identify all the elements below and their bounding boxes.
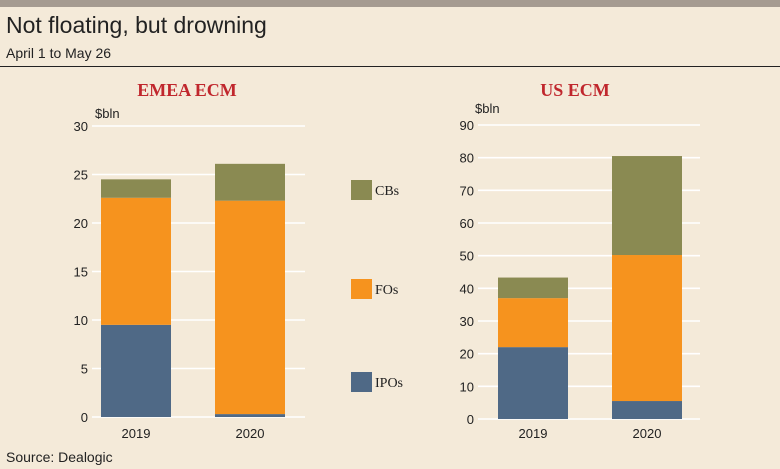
us-ecm-y-tick-label: 40	[460, 281, 474, 296]
us-ecm-bar-2019-cbs	[498, 277, 568, 299]
legend-label-fos: FOs	[375, 283, 398, 298]
emea-ecm-bar-2019-ipos	[101, 324, 171, 417]
us-ecm-bar-2020-cbs	[612, 156, 682, 256]
source-note: Source: Dealogic	[6, 449, 113, 465]
emea-ecm-title: EMEA ECM	[137, 80, 237, 100]
emea-ecm-bar-2019-cbs	[101, 179, 171, 198]
us-ecm-y-tick-label: 20	[460, 347, 474, 362]
us-ecm-y-tick-label: 50	[460, 249, 474, 264]
us-ecm-bar-2020-ipos	[612, 401, 682, 419]
header-divider	[0, 66, 780, 67]
us-ecm-bar-2019-ipos	[498, 347, 568, 419]
us-ecm-title: US ECM	[540, 80, 610, 100]
emea-ecm-y-tick-label: 10	[74, 313, 88, 328]
emea-ecm-bar-2020-fos	[215, 200, 285, 415]
emea-ecm-y-unit: $bln	[95, 106, 120, 121]
emea-ecm-y-tick-label: 15	[74, 265, 88, 280]
emea-ecm-y-tick-label: 5	[81, 362, 88, 377]
legend-label-ipos: IPOs	[375, 376, 403, 391]
us-ecm-y-tick-label: 70	[460, 183, 474, 198]
us-ecm-x-tick-label: 2019	[519, 426, 548, 441]
us-ecm-y-unit: $bln	[475, 101, 500, 116]
emea-ecm-bar-2020-ipos	[215, 414, 285, 417]
us-ecm-bar-2019-fos	[498, 298, 568, 348]
emea-ecm-y-tick-label: 20	[74, 216, 88, 231]
emea-ecm-y-tick-label: 0	[81, 410, 88, 425]
us-ecm-y-tick-label: 80	[460, 151, 474, 166]
page-subtitle: April 1 to May 26	[6, 45, 112, 61]
emea-ecm-x-tick-label: 2019	[122, 426, 151, 441]
us-ecm-x-tick-label: 2020	[633, 426, 662, 441]
emea-ecm-bar-2020-cbs	[215, 163, 285, 201]
legend-swatch-ipos	[351, 372, 372, 392]
legend-swatch-fos	[351, 279, 372, 299]
emea-ecm-y-tick-label: 25	[74, 168, 88, 183]
us-ecm-y-tick-label: 60	[460, 216, 474, 231]
legend-label-cbs: CBs	[375, 184, 399, 199]
us-ecm-y-tick-label: 30	[460, 314, 474, 329]
emea-ecm-bar-2019-fos	[101, 197, 171, 325]
us-ecm-y-tick-label: 90	[460, 118, 474, 133]
page-title: Not floating, but drowning	[6, 12, 267, 38]
top-accent-bar	[0, 0, 780, 7]
emea-ecm-x-tick-label: 2020	[236, 426, 265, 441]
us-ecm-bar-2020-fos	[612, 255, 682, 402]
us-ecm-y-tick-label: 0	[467, 412, 474, 427]
legend-swatch-cbs	[351, 180, 372, 200]
emea-ecm-y-tick-label: 30	[74, 119, 88, 134]
us-ecm-y-tick-label: 10	[460, 379, 474, 394]
